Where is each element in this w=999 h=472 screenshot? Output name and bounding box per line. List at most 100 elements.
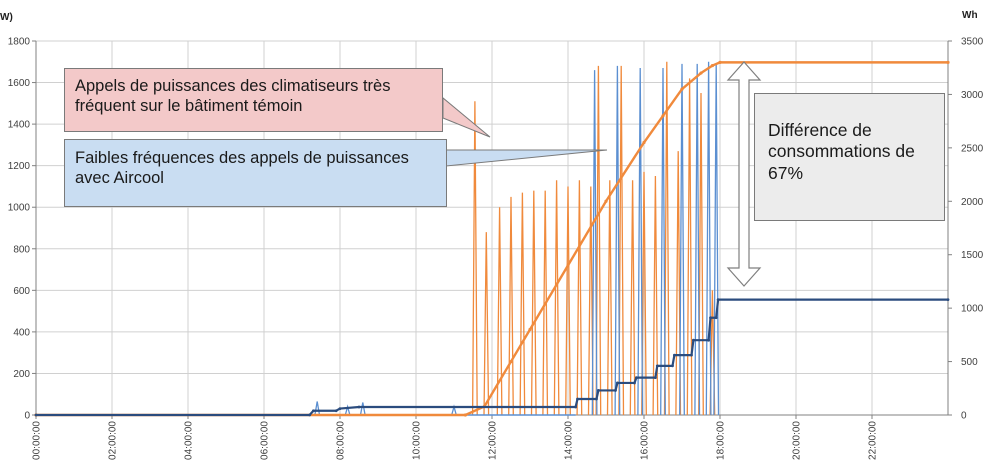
y-right-tick-label: 3000 — [961, 90, 984, 101]
energy-point — [709, 316, 712, 320]
series-energy_aircool — [34, 298, 950, 417]
energy-point — [312, 409, 315, 413]
power-spike — [679, 63, 685, 416]
x-tick-labels: 00:00:00 02:00:00 04:00:00 06:00:00 08:00:00… — [32, 415, 879, 460]
energy-point — [334, 409, 338, 413]
energy-point — [574, 405, 577, 409]
x-tick-label: 10:00:00 — [412, 421, 423, 460]
energy-point — [338, 407, 342, 410]
energy-point — [635, 376, 638, 379]
y-left-tick-label: 1200 — [8, 161, 31, 172]
energy-point — [680, 87, 684, 91]
y-left-tick-label: 800 — [13, 244, 30, 255]
energy-point — [595, 397, 598, 401]
callout-aircool-text: Faibles fréquences des appels de puissan… — [75, 149, 409, 188]
y-right-unit: Wh — [962, 10, 978, 21]
energy-point — [671, 364, 674, 368]
energy-point — [710, 63, 715, 68]
callout-difference: Différence de consommations de 67% — [754, 93, 945, 221]
x-tick-label: 12:00:00 — [488, 421, 499, 460]
power-spike — [660, 68, 666, 416]
double-arrow-icon — [726, 61, 762, 287]
power-spike — [686, 78, 693, 416]
y-right-tick-label: 500 — [961, 357, 978, 368]
y-left-tick-label: 1400 — [8, 120, 31, 131]
x-tick-label: 04:00:00 — [184, 421, 195, 460]
energy-point — [463, 413, 467, 417]
power-spike — [496, 207, 503, 416]
y-left-tick-label: 0 — [24, 411, 30, 422]
x-tick-label: 22:00:00 — [868, 421, 879, 460]
y-left-tick-label: 1600 — [8, 78, 31, 89]
y-left-tick-label: 200 — [13, 369, 30, 380]
difference-arrow — [726, 61, 762, 287]
callout-pointers — [442, 96, 608, 167]
x-tick-label: 18:00:00 — [716, 421, 727, 460]
energy-point — [509, 359, 513, 364]
x-tick-label: 00:00:00 — [32, 421, 43, 460]
power-spike — [542, 190, 549, 416]
energy-point — [699, 71, 703, 75]
callout-difference-text: Différence de consommations de 67% — [768, 120, 915, 183]
power-spike — [530, 190, 537, 416]
energy-point — [642, 140, 646, 145]
energy-point — [690, 353, 693, 357]
energy-point — [528, 327, 532, 332]
energy-point — [566, 263, 570, 267]
power-spike — [606, 180, 613, 416]
power-spike — [698, 92, 704, 416]
energy-point — [714, 316, 718, 320]
energy-point — [716, 298, 720, 301]
y-right-tick-labels: 0 500 1000 1500 2000 2500 3000 3500 — [948, 37, 984, 422]
callout-aircool: Faibles fréquences des appels de puissan… — [64, 139, 447, 207]
energy-point — [946, 60, 950, 64]
x-tick-label: 20:00:00 — [792, 421, 803, 460]
power-spike — [618, 65, 625, 416]
x-tick-label: 08:00:00 — [336, 421, 347, 460]
y-right-tick-label: 3500 — [961, 37, 984, 48]
y-right-tick-label: 1500 — [961, 250, 984, 261]
energy-point — [576, 397, 579, 401]
x-tick-label: 06:00:00 — [260, 421, 271, 460]
x-tick-label: 14:00:00 — [564, 421, 575, 460]
power-spike — [359, 402, 366, 416]
x-tick-label: 02:00:00 — [108, 421, 119, 460]
power-spike — [595, 65, 602, 416]
energy-point — [597, 389, 600, 392]
power-spike — [344, 404, 351, 416]
y-right-tick-label: 1000 — [961, 304, 984, 315]
callout-reference-building: Appels de puissances des climatiseurs tr… — [64, 68, 443, 132]
series — [34, 60, 950, 417]
y-left-tick-label: 1800 — [8, 37, 31, 48]
power-spike — [713, 63, 720, 416]
energy-point — [707, 338, 710, 342]
energy-point — [604, 199, 608, 203]
callout-reference-text: Appels de puissances des climatiseurs tr… — [75, 77, 391, 116]
energy-point — [946, 298, 950, 301]
power-spike — [565, 186, 571, 416]
power-spike — [576, 180, 583, 416]
y-left-unit: W) — [0, 12, 13, 23]
y-left-tick-label: 400 — [13, 327, 30, 338]
energy-line — [36, 61, 948, 417]
energy-point — [616, 381, 619, 385]
power-spike — [629, 180, 636, 416]
power-spike — [553, 180, 560, 416]
y-left-tick-label: 1000 — [8, 203, 31, 214]
power-spike — [663, 61, 670, 416]
power-spike — [652, 176, 659, 416]
power-spike — [471, 101, 478, 416]
energy-point — [357, 405, 361, 409]
energy-point — [614, 389, 617, 392]
energy-point — [661, 114, 665, 118]
energy-point — [308, 413, 311, 417]
y-left-tick-label: 600 — [13, 286, 30, 297]
power-spike — [705, 61, 712, 416]
energy-point — [673, 353, 676, 357]
energy-point — [654, 376, 657, 379]
pointer-aircool — [445, 149, 608, 167]
energy-point — [655, 364, 659, 368]
energy-point — [34, 413, 38, 417]
y-right-tick-label: 2000 — [961, 197, 984, 208]
power-spike — [637, 68, 644, 416]
